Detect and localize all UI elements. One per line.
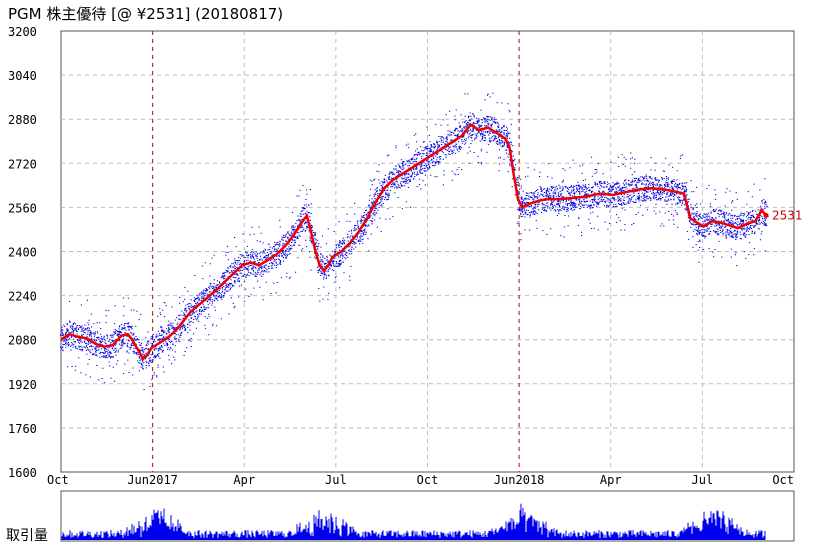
volume-label: 取引量 <box>6 528 48 544</box>
y-tick-label: 1760 <box>8 422 37 436</box>
x-tick-label: Oct <box>772 473 794 487</box>
price-series-line <box>60 123 767 362</box>
x-tick-label: Jul <box>325 473 347 487</box>
x-tick-label: Jun2018 <box>494 473 545 487</box>
y-tick-label: 1920 <box>8 378 37 392</box>
x-tick-label: Jun2017 <box>127 473 178 487</box>
chart-title: PGM 株主優待 [@ ¥2531] (20180817) <box>8 5 283 23</box>
y-tick-label: 3200 <box>8 25 37 39</box>
y-tick-label: 3040 <box>8 69 37 83</box>
y-tick-label: 2240 <box>8 290 37 304</box>
x-tick-label: Oct <box>47 473 69 487</box>
y-tick-label: 2400 <box>8 246 37 260</box>
y-tick-label: 1600 <box>8 466 37 480</box>
y-tick-label: 2880 <box>8 113 37 127</box>
x-tick-label: Jul <box>692 473 714 487</box>
last-price-label: 2531 <box>772 208 803 222</box>
volume-bars <box>61 503 766 540</box>
last-price-point <box>763 212 769 218</box>
volume-bar-path <box>61 503 766 540</box>
x-axis-ticks: Oct Jun2017 Apr Jul Oct Jun2018 Apr Jul Oct <box>47 473 794 487</box>
price-line <box>60 123 769 362</box>
x-tick-label: Apr <box>233 473 255 487</box>
grid-lines <box>61 31 794 472</box>
x-tick-label: Apr <box>600 473 622 487</box>
y-axis-ticks: 1600 1760 1920 2080 2240 2400 2560 2720 2880 3040… <box>8 25 37 480</box>
y-tick-label: 2720 <box>8 157 37 171</box>
x-tick-label: Oct <box>417 473 439 487</box>
y-tick-label: 2080 <box>8 334 37 348</box>
y-tick-label: 2560 <box>8 201 37 215</box>
